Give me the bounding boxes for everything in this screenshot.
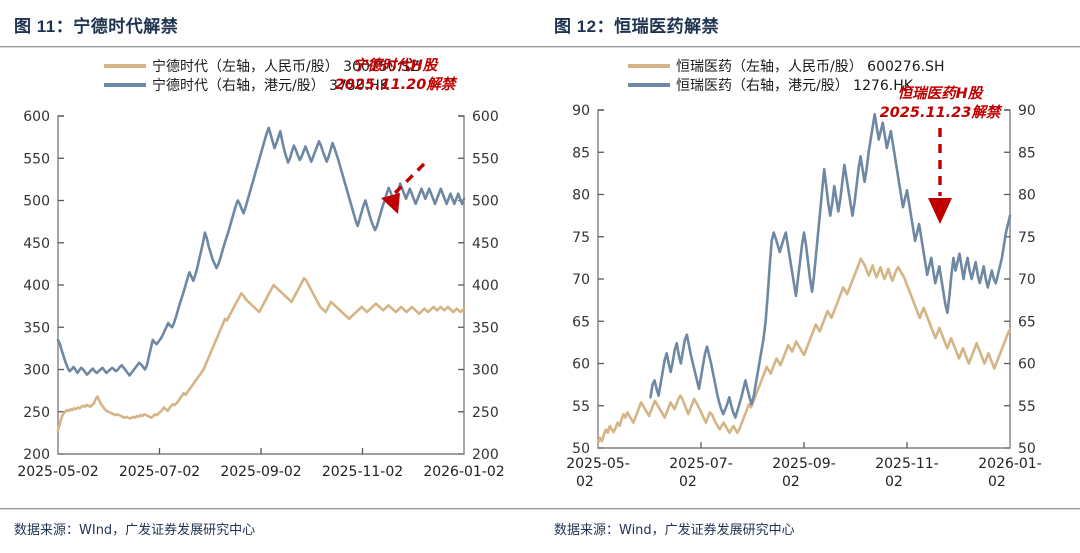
y-tick-label-right: 60: [1018, 357, 1036, 373]
y-tick-label-right: 85: [1018, 145, 1036, 161]
y-tick-label-left: 70: [572, 272, 590, 288]
x-tick-label: 2025-05-02: [17, 464, 98, 480]
figure-11-top-divider: [0, 46, 540, 48]
series-line-cn: [596, 257, 1012, 445]
axes: 200 200 250 250 300 300 350 350 400 400 450 450 500 5…: [17, 109, 504, 480]
y-tick-label-right: 550: [472, 151, 499, 167]
y-tick-label-left: 600: [23, 109, 50, 125]
figure-12-svg: 恒瑞医药（左轴，人民币/股） 600276.SH 恒瑞医药（右轴，港元/股） 12…: [566, 59, 1042, 490]
figure-12-bottom-divider: [540, 508, 1080, 510]
y-tick-label-left: 50: [572, 441, 590, 457]
y-tick-label-right: 50: [1018, 441, 1036, 457]
legend-label: 宁德时代（右轴，港元/股） 3750.HK: [152, 77, 390, 94]
x-tick-label: 02: [988, 474, 1006, 490]
y-tick-label-left: 250: [23, 405, 50, 421]
series-line-hk: [56, 126, 466, 377]
y-tick-label-left: 400: [23, 278, 50, 294]
y-tick-label-right: 250: [472, 405, 499, 421]
series-line-hk: [649, 112, 1012, 419]
y-tick-label-left: 90: [572, 103, 590, 119]
y-tick-label-left: 75: [572, 230, 590, 246]
x-tick-label: 2025-11-02: [322, 464, 403, 480]
y-tick-label-right: 90: [1018, 103, 1036, 119]
y-tick-label-right: 350: [472, 320, 499, 336]
figure-11-source: 数据来源：WInd，广发证券发展研究中心: [14, 523, 256, 538]
y-tick-label-left: 80: [572, 188, 590, 204]
annotation-line-2: 2025.11.20解禁: [335, 76, 458, 93]
y-tick-label-left: 450: [23, 236, 50, 252]
legend-label: 恒瑞医药（左轴，人民币/股） 600276.SH: [676, 59, 944, 75]
annotation-arrow-head: [381, 193, 400, 214]
y-tick-label-right: 70: [1018, 272, 1036, 288]
y-tick-label-right: 55: [1018, 399, 1036, 415]
x-tick-label: 2025-07-02: [119, 464, 200, 480]
legend-label: 恒瑞医药（右轴，港元/股） 1276.HK: [676, 78, 914, 94]
figure-panel-11: 图 11：宁德时代解禁 宁德时代（左轴，人民币/股） 300750.SZ 宁德时代…: [0, 17, 540, 538]
x-tick-label: 2025-09-02: [220, 464, 301, 480]
x-tick-label: 2025-07-: [669, 456, 733, 472]
y-tick-label-right: 65: [1018, 314, 1036, 330]
x-tick-label: 2025-11-: [875, 456, 939, 472]
x-tick-label: 02: [679, 474, 697, 490]
y-tick-label-left: 500: [23, 194, 50, 210]
annotation: 恒瑞医药H股 2025.11.23解禁: [880, 85, 1003, 224]
x-tick-label: 2026-01-: [978, 456, 1042, 472]
figure-12-source: 数据来源：Wind，广发证券发展研究中心: [554, 523, 795, 538]
y-tick-label-right: 75: [1018, 230, 1036, 246]
annotation-line-1: 恒瑞医药H股: [898, 85, 984, 102]
x-tick-label: 2025-09-: [772, 456, 836, 472]
annotation: 宁德时代H股 2025.11.20解禁: [335, 57, 458, 214]
legend: 恒瑞医药（左轴，人民币/股） 600276.SH 恒瑞医药（右轴，港元/股） 12…: [628, 59, 944, 94]
figure-11-bottom-divider: [0, 508, 540, 510]
figure-panel-12: 图 12：恒瑞医药解禁 恒瑞医药（左轴，人民币/股） 600276.SH 恒瑞医药…: [540, 0, 1080, 553]
figure-12-chart: 恒瑞医药（左轴，人民币/股） 600276.SH 恒瑞医药（右轴，港元/股） 12…: [540, 48, 1080, 506]
y-tick-label-right: 600: [472, 109, 499, 125]
figure-12-title: 图 12：恒瑞医药解禁: [554, 17, 720, 36]
y-tick-label-right: 300: [472, 363, 499, 379]
y-tick-label-left: 300: [23, 363, 50, 379]
x-tick-label: 02: [782, 474, 800, 490]
axes: 50 50 55 55 60 60 65 65 70 70 75 75 80 80 85 85 90 90 2025…: [566, 103, 1042, 490]
y-tick-label-right: 80: [1018, 188, 1036, 204]
y-tick-label-right: 500: [472, 194, 499, 210]
x-tick-label: 2026-01-02: [423, 464, 504, 480]
series-line-cn: [56, 276, 466, 432]
annotation-arrow-head: [928, 198, 952, 224]
y-tick-label-right: 400: [472, 278, 499, 294]
x-tick-label: 02: [885, 474, 903, 490]
y-tick-label-left: 55: [572, 399, 590, 415]
figure-11-svg: 宁德时代（左轴，人民币/股） 300750.SZ 宁德时代（右轴，港元/股） 37…: [17, 57, 504, 480]
y-tick-label-left: 350: [23, 320, 50, 336]
figure-11-chart: 宁德时代（左轴，人民币/股） 300750.SZ 宁德时代（右轴，港元/股） 37…: [0, 48, 540, 506]
x-tick-label: 02: [576, 474, 594, 490]
annotation-line-2: 2025.11.23解禁: [880, 104, 1003, 121]
y-tick-label-right: 450: [472, 236, 499, 252]
y-tick-label-left: 85: [572, 145, 590, 161]
figure-12-top-divider: [540, 46, 1080, 48]
legend: 宁德时代（左轴，人民币/股） 300750.SZ 宁德时代（右轴，港元/股） 37…: [104, 58, 420, 94]
figure-11-title: 图 11：宁德时代解禁: [14, 17, 179, 36]
y-tick-label-left: 65: [572, 314, 590, 330]
y-tick-label-right: 200: [472, 447, 499, 463]
x-tick-label: 2025-05-: [566, 456, 630, 472]
legend-label: 宁德时代（左轴，人民币/股） 300750.SZ: [152, 58, 420, 75]
annotation-dashed-arrow-shaft: [390, 162, 426, 198]
y-tick-label-left: 200: [23, 447, 50, 463]
y-tick-label-left: 60: [572, 357, 590, 373]
annotation-line-1: 宁德时代H股: [353, 57, 439, 74]
y-tick-label-left: 550: [23, 151, 50, 167]
